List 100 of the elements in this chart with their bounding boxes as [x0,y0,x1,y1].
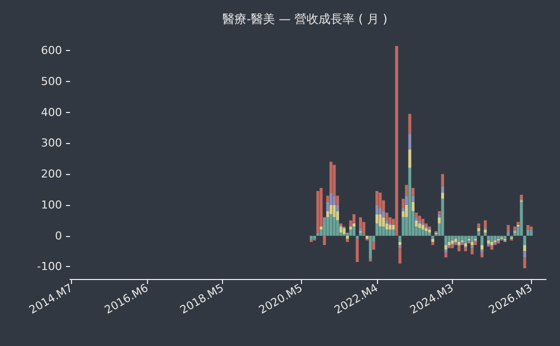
bar [382,211,385,218]
bar [464,244,468,247]
bar [414,212,418,218]
bar [477,228,480,232]
bar [388,230,392,236]
bar [418,223,422,228]
bar [402,208,405,212]
bar [372,242,376,250]
bar [405,204,408,218]
bar [523,236,526,246]
bar [362,222,366,234]
bar [322,236,326,246]
bar [474,242,477,246]
bar [441,192,444,199]
bar [359,232,362,236]
bar [480,252,484,258]
bar [395,46,398,236]
bar [378,214,382,227]
bar [349,226,352,230]
bar [402,198,405,208]
bar [428,230,431,233]
bar [470,242,474,246]
bar [474,236,477,239]
bar [490,236,494,242]
bar [405,184,408,196]
bar [352,223,356,227]
bar [438,217,441,224]
y-tick-label: 300 [41,136,62,150]
chart-title: 醫療-醫美 — 營收成長率 ( 月 ) [222,12,388,26]
y-tick-label: 500 [41,74,62,88]
bar [320,226,323,230]
y-tick-label: 0 [55,229,62,242]
bar [470,245,474,248]
bar [412,188,415,196]
y-tick-label: 600 [41,44,62,58]
bar [448,236,451,242]
bar [444,252,448,258]
bar [375,214,378,224]
bar [421,230,424,236]
bar [385,212,388,220]
bar [352,214,356,224]
bar [316,232,320,236]
bar [520,194,523,199]
bar [487,236,490,240]
bar [421,218,424,224]
bar [477,223,480,228]
bar [378,226,382,236]
bar [477,231,480,236]
bar [313,236,316,239]
bar [412,202,415,212]
bar [526,230,530,236]
bar [424,231,428,236]
bar [480,250,484,253]
bar [444,236,448,246]
bar [458,236,460,242]
bar [378,192,382,208]
bar [392,224,395,230]
bar [530,231,533,236]
bar [480,245,484,250]
bar [490,242,494,246]
bar [316,191,320,233]
bar [454,236,458,239]
bar [503,236,506,239]
bar [382,217,385,227]
bar [385,230,388,236]
bar [520,202,523,236]
bar [375,204,378,214]
bar [398,248,402,264]
bar [513,226,516,230]
bar [458,246,460,252]
bar [464,248,468,252]
bar [470,248,474,254]
bar [398,242,402,246]
bar [414,217,418,220]
bar [310,236,313,240]
bar [322,217,326,220]
bar [428,232,431,236]
bar [398,236,402,242]
bar [441,198,444,236]
bar [330,204,332,214]
bar [464,236,468,244]
bar [496,236,500,239]
bar [378,208,382,214]
bar [330,214,332,236]
bar [424,223,428,227]
bar [523,251,526,258]
bar [375,223,378,236]
bar [368,258,372,262]
bar [392,230,395,236]
bar [359,228,362,232]
bar [454,238,458,242]
bar [460,236,464,240]
bar [405,196,408,205]
bar [450,240,454,244]
bar [385,220,388,224]
bar [421,224,424,230]
bar [336,196,340,205]
bar [480,236,484,246]
y-tick-label: 200 [41,168,62,181]
bar [444,245,448,250]
